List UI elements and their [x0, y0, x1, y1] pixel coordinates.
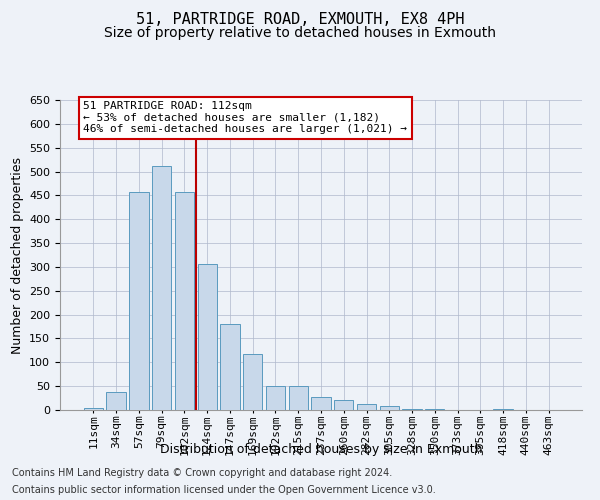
Y-axis label: Number of detached properties: Number of detached properties [11, 156, 23, 354]
Bar [334, 400, 353, 410]
Bar [175, 192, 194, 410]
Bar [403, 408, 422, 410]
Bar [266, 386, 285, 410]
Bar [425, 409, 445, 410]
Text: Contains HM Land Registry data © Crown copyright and database right 2024.: Contains HM Land Registry data © Crown c… [12, 468, 392, 477]
Text: 51, PARTRIDGE ROAD, EXMOUTH, EX8 4PH: 51, PARTRIDGE ROAD, EXMOUTH, EX8 4PH [136, 12, 464, 28]
Text: 51 PARTRIDGE ROAD: 112sqm
← 53% of detached houses are smaller (1,182)
46% of se: 51 PARTRIDGE ROAD: 112sqm ← 53% of detac… [83, 101, 407, 134]
Bar [493, 408, 513, 410]
Bar [311, 397, 331, 410]
Bar [380, 406, 399, 410]
Bar [152, 166, 172, 410]
Bar [129, 192, 149, 410]
Bar [106, 392, 126, 410]
Text: Distribution of detached houses by size in Exmouth: Distribution of detached houses by size … [160, 442, 482, 456]
Text: Size of property relative to detached houses in Exmouth: Size of property relative to detached ho… [104, 26, 496, 40]
Bar [243, 354, 262, 410]
Bar [197, 264, 217, 410]
Bar [289, 386, 308, 410]
Bar [220, 324, 239, 410]
Bar [84, 408, 103, 410]
Bar [357, 404, 376, 410]
Text: Contains public sector information licensed under the Open Government Licence v3: Contains public sector information licen… [12, 485, 436, 495]
